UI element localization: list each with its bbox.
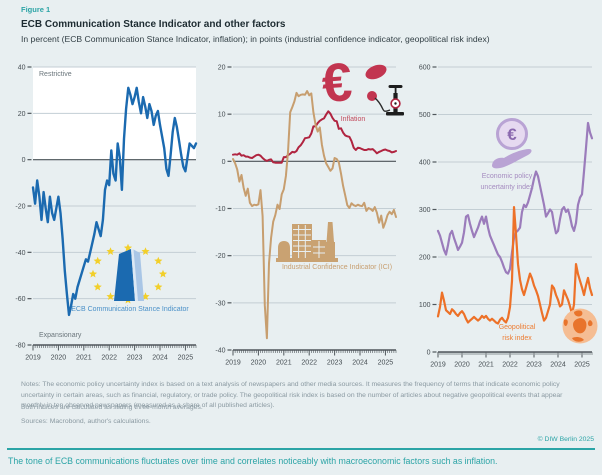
x-tick-label: 2019 xyxy=(430,362,446,369)
x-tick-label: 2019 xyxy=(25,355,41,362)
series-line xyxy=(31,86,198,317)
series-line xyxy=(232,110,397,164)
y-tick-label: -80 xyxy=(15,343,25,350)
x-tick-label: 2020 xyxy=(51,355,67,362)
factory-icon xyxy=(276,222,338,262)
series-line xyxy=(436,206,594,325)
y-tick-label: 400 xyxy=(419,160,431,167)
y-tick-label: 300 xyxy=(419,207,431,214)
eu-star xyxy=(141,247,150,255)
x-tick-label: 2025 xyxy=(178,355,194,362)
x-tick-label: 2024 xyxy=(352,360,368,367)
eu-star xyxy=(154,282,163,291)
euro-balloon-pump-icon: € xyxy=(316,52,408,122)
series-label-ecb-stance: ECB Communication Stance Indicator xyxy=(71,306,189,313)
series-line xyxy=(232,90,397,340)
y-tick-label: 10 xyxy=(218,112,226,119)
x-tick-label: 2022 xyxy=(101,355,117,362)
y-tick-label: 20 xyxy=(18,111,26,118)
eu-star xyxy=(154,256,163,265)
y-tick-label: 500 xyxy=(419,112,431,119)
x-tick-label: 2023 xyxy=(327,360,343,367)
y-tick-label: 100 xyxy=(419,302,431,309)
figure-label: Figure 1 xyxy=(21,5,51,14)
x-tick-label: 2021 xyxy=(276,360,292,367)
x-tick-label: 2023 xyxy=(526,362,542,369)
panel-inflation-ici: 20 10 0 -10 -20 -30 -40 2019 2020 2021 2022 2023 202… xyxy=(210,52,408,370)
ecb-building-icon xyxy=(88,244,168,304)
ecb-tower-dark xyxy=(114,249,135,301)
y-tick-label: 600 xyxy=(419,65,431,72)
eu-star xyxy=(93,282,102,291)
y-tick-label: -60 xyxy=(15,296,25,303)
eu-stars-ring xyxy=(88,244,168,304)
eu-star xyxy=(141,292,150,300)
globe-icon xyxy=(562,308,598,344)
x-tick-label: 2025 xyxy=(378,360,394,367)
panel-ecb-stance: 40 20 0 -20 -40 -60 -80 2019 2020 2021 2022 2023 202… xyxy=(6,58,204,370)
y-tick-label: 200 xyxy=(419,255,431,262)
figure-subtitle: In percent (ECB Communication Stance Ind… xyxy=(21,34,490,44)
notes-averages-text: Both indices are calculated as sliding t… xyxy=(21,404,203,411)
series-label-gpr: Geopolitical risk index xyxy=(498,324,536,342)
x-tick-label: 2023 xyxy=(127,355,143,362)
zone-label-expansionary: Expansionary xyxy=(39,332,82,339)
series-label-epu: Economic policy uncertainty index xyxy=(480,173,534,191)
euro-coin-glyph: € xyxy=(507,125,517,144)
uncertainty-geopolitical-chart-canvas: 600 500 400 300 200 100 0 2019 2020 2021 2022 2023 2… xyxy=(419,65,594,369)
y-tick-label: 0 xyxy=(427,350,431,357)
y-tick-label: 0 xyxy=(22,157,26,164)
x-tick-label: 2021 xyxy=(478,362,494,369)
x-tick-label: 2022 xyxy=(301,360,317,367)
y-tick-label: -40 xyxy=(15,250,25,257)
euro-coin-hand-icon: € xyxy=(492,118,532,169)
pump-icon xyxy=(365,64,404,116)
eu-star xyxy=(158,269,168,278)
caption-text: The tone of ECB communications fluctuate… xyxy=(8,456,498,466)
eu-star xyxy=(123,244,133,252)
y-tick-label: -20 xyxy=(215,253,225,260)
page-title: ECB Communication Stance Indicator and o… xyxy=(21,19,286,30)
y-tick-label: -30 xyxy=(215,300,225,307)
x-tick-label: 2020 xyxy=(454,362,470,369)
divider-rule xyxy=(7,448,595,450)
x-tick-label: 2025 xyxy=(574,362,590,369)
eu-star xyxy=(93,256,102,265)
open-hand-shape xyxy=(492,149,532,169)
y-tick-label: -40 xyxy=(215,348,225,355)
y-tick-label: 20 xyxy=(218,65,226,72)
series-label-ici: Industrial Confidence Indicator (ICI) xyxy=(281,264,393,271)
copyright-text: © DIW Berlin 2025 xyxy=(537,436,594,443)
ecb-tower-stripe xyxy=(131,249,138,301)
x-tick-label: 2019 xyxy=(225,360,241,367)
x-tick-label: 2020 xyxy=(251,360,267,367)
zone-label-restrictive: Restrictive xyxy=(39,71,72,78)
series-label-inflation: Inflation xyxy=(340,116,366,123)
ecb-tower-light xyxy=(133,249,144,301)
x-tick-label: 2022 xyxy=(502,362,518,369)
x-tick-label: 2021 xyxy=(76,355,92,362)
eu-star xyxy=(88,269,98,278)
y-tick-label: -10 xyxy=(215,206,225,213)
y-tick-label: 40 xyxy=(18,65,26,72)
notes-text: Notes: The economic policy uncertainty i… xyxy=(21,381,563,409)
eu-star xyxy=(106,247,115,255)
y-tick-label: 0 xyxy=(222,159,226,166)
eu-star xyxy=(106,292,115,300)
x-tick-label: 2024 xyxy=(152,355,168,362)
sources-text: Sources: Macrobond, author's calculation… xyxy=(21,418,151,425)
panel-uncertainty-geopolitical: 600 500 400 300 200 100 0 2019 2020 2021 2022 2023 2… xyxy=(402,58,600,370)
y-tick-label: -20 xyxy=(15,204,25,211)
x-tick-label: 2024 xyxy=(550,362,566,369)
